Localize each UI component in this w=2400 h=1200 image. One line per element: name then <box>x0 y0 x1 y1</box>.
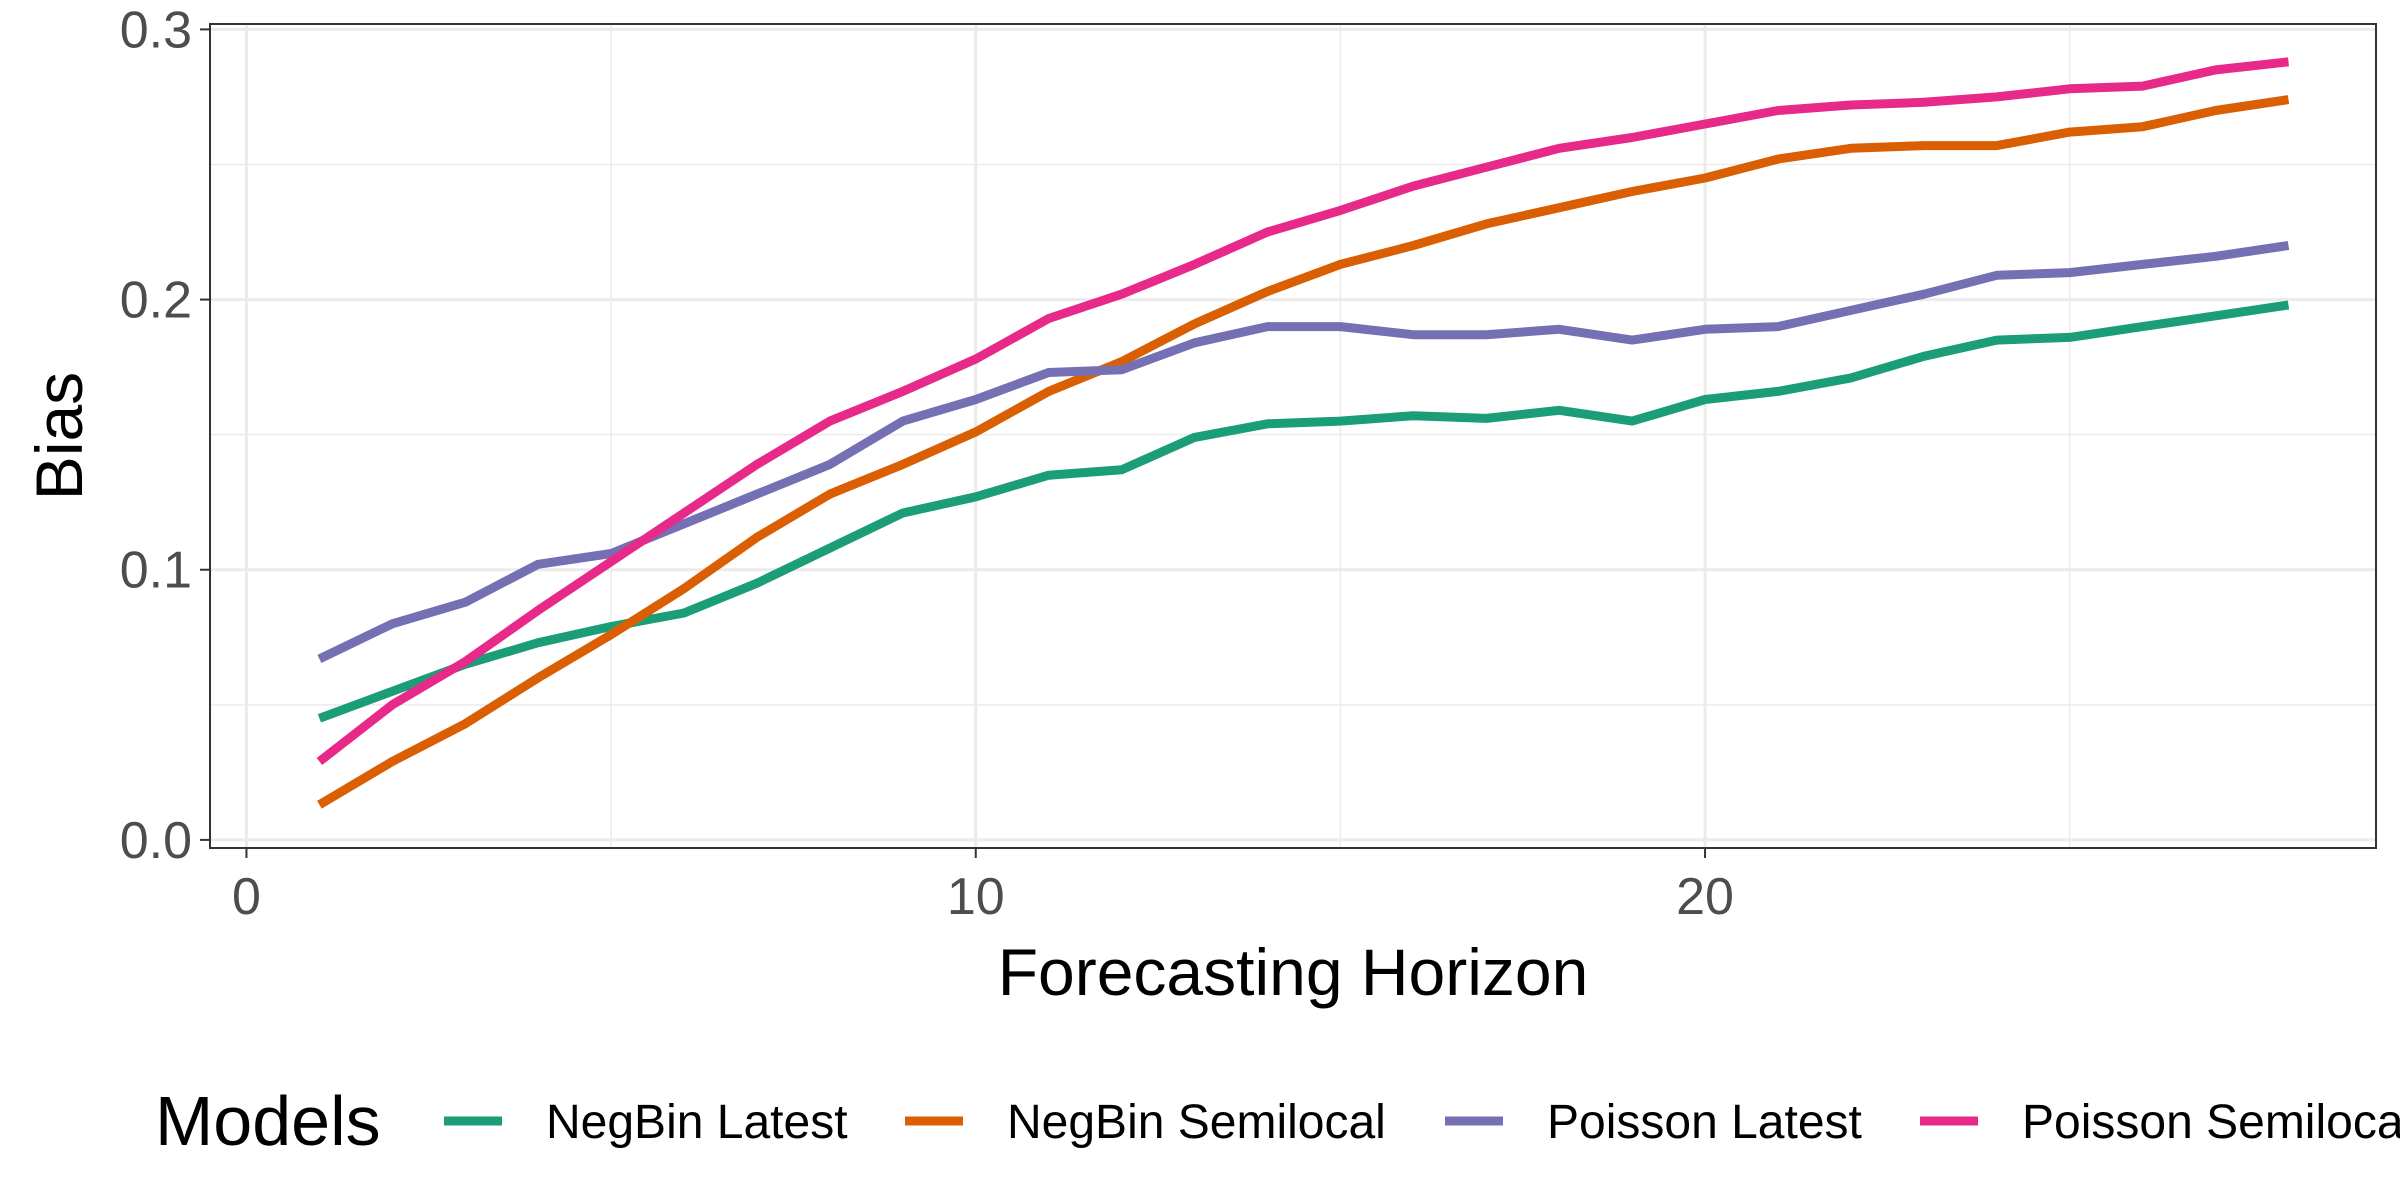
legend: Models NegBin Latest NegBin Semilocal Pois… <box>155 1082 2400 1160</box>
y-tick-label: 0.3 <box>120 1 192 59</box>
legend-label-2: NegBin Semilocal <box>1007 1096 1386 1149</box>
legend-label-4: Poisson Semilocal <box>2022 1096 2400 1149</box>
x-tick-label: 0 <box>232 868 261 926</box>
series-line-2 <box>317 95 2290 809</box>
axis-ticks: 0 10 20 0.0 0.1 0.2 0.3 <box>120 1 1734 926</box>
y-tick-label: 0.0 <box>120 812 192 870</box>
y-tick-label: 0.2 <box>120 272 192 330</box>
series-line-1 <box>317 300 2290 723</box>
x-tick-label: 20 <box>1676 868 1734 926</box>
plot-panel-border <box>209 23 2377 849</box>
legend-title: Models <box>155 1082 381 1160</box>
series-line-4 <box>316 57 2289 766</box>
x-tick-label: 10 <box>947 868 1005 926</box>
legend-label-1: NegBin Latest <box>546 1096 848 1149</box>
series-line-3 <box>317 241 2290 663</box>
y-tick-label: 0.1 <box>120 542 192 600</box>
x-axis-title: Forecasting Horizon <box>998 935 1589 1009</box>
series-lines <box>316 57 2290 809</box>
legend-label-3: Poisson Latest <box>1547 1096 1862 1149</box>
y-axis-title: Bias <box>22 372 96 500</box>
grid-lines <box>210 24 2376 848</box>
